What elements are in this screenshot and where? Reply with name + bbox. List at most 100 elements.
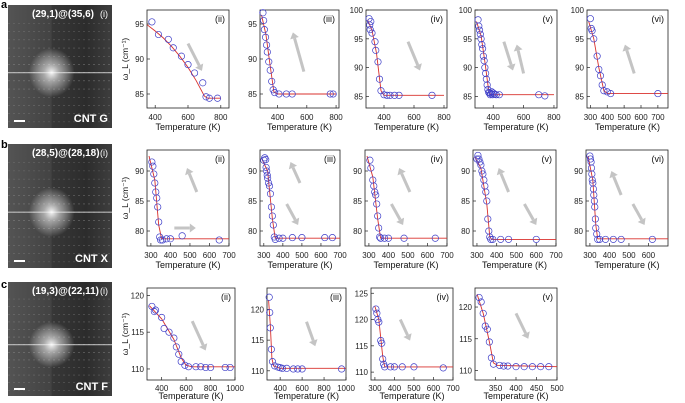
y-tick-label: 90	[461, 167, 470, 176]
data-point	[266, 66, 274, 74]
x-axis-label: Temperature (K)	[595, 122, 660, 132]
data-point	[374, 212, 382, 220]
x-tick-label: 400	[155, 384, 169, 393]
data-point	[482, 75, 490, 83]
data-point	[601, 235, 610, 243]
x-axis-label: Temperature (K)	[483, 122, 548, 132]
y-tick-label: 90	[354, 64, 363, 73]
y-tick-label: 120	[355, 316, 369, 325]
panel-label: (iv)	[437, 292, 450, 302]
fit-line	[261, 14, 337, 95]
y-tick-label: 95	[354, 35, 363, 44]
data-point	[398, 363, 406, 371]
x-tick-label: 800	[329, 113, 343, 122]
trend-arrow	[285, 203, 297, 221]
data-point	[268, 77, 276, 85]
scale-bar	[14, 120, 25, 122]
x-tick-label: 700	[222, 251, 236, 260]
data-point	[648, 235, 656, 243]
data-point	[165, 328, 173, 336]
trend-arrow	[291, 166, 302, 184]
x-axis-label: Temperature (K)	[267, 260, 332, 270]
data-point	[617, 235, 625, 243]
panel-label: (ii)	[215, 14, 225, 24]
trend-arrow	[305, 321, 315, 342]
x-axis-label: Temperature (K)	[158, 391, 223, 401]
chart-panel-a-ii: 400 600 800 85 90 95 (ii) Temperature (K) ω_L (c…	[120, 9, 230, 132]
data-point	[191, 69, 199, 77]
data-point	[282, 90, 290, 98]
trend-arrow-head	[496, 168, 506, 176]
data-point	[151, 179, 159, 187]
data-point	[264, 174, 272, 182]
y-tick-label: 85	[353, 197, 362, 206]
data-point	[202, 93, 210, 101]
cnt-name-label: CNT F	[76, 381, 109, 393]
y-tick-label: 80	[353, 227, 362, 236]
data-point	[199, 79, 207, 87]
data-point	[202, 363, 210, 372]
data-point	[505, 235, 513, 243]
y-tick-label: 85	[248, 197, 257, 206]
data-point	[148, 158, 156, 166]
data-point	[269, 221, 277, 229]
trend-arrow-head	[413, 63, 422, 71]
data-point	[226, 363, 234, 372]
data-point	[268, 212, 276, 220]
y-tick-label: 125	[355, 289, 369, 298]
plot-frame	[259, 149, 341, 247]
data-point	[181, 361, 189, 369]
microscope-image: (29,1)@(35,6) (i) CNT G	[8, 5, 112, 128]
x-axis-label: Temperature (K)	[483, 391, 548, 401]
plot-frame	[146, 149, 230, 247]
data-point	[263, 167, 271, 175]
y-tick-label: 85	[574, 197, 583, 206]
data-point	[376, 233, 384, 241]
x-axis-label: Temperature (K)	[155, 260, 220, 270]
data-point	[593, 52, 601, 60]
trend-arrow	[398, 318, 409, 336]
x-tick-label: 400	[601, 113, 615, 122]
x-tick-label: 400	[603, 251, 617, 260]
data-point	[587, 164, 596, 172]
data-point	[607, 90, 615, 98]
data-point	[475, 22, 483, 30]
chart-panel-c-v: 350 400 450 500 110 115 120 (v) Temperature (K)	[459, 287, 564, 401]
data-point	[386, 363, 395, 371]
data-point	[428, 91, 436, 99]
data-point	[368, 29, 376, 37]
x-tick-label: 300	[257, 251, 271, 260]
data-point	[366, 26, 374, 34]
data-point	[374, 58, 382, 66]
panel-label: (iii)	[330, 292, 342, 302]
x-tick-label: 800	[204, 384, 218, 393]
y-tick-label: 90	[248, 55, 257, 64]
y-axis-label: ω_L (cm⁻¹)	[120, 313, 130, 356]
x-tick-label: 600	[314, 251, 328, 260]
data-point	[329, 90, 337, 98]
data-point	[288, 90, 296, 98]
data-point	[205, 94, 213, 102]
x-tick-label: 600	[421, 251, 435, 260]
y-tick-label: 90	[248, 167, 257, 176]
data-point	[487, 354, 495, 362]
data-point	[381, 363, 389, 371]
x-tick-label: 600	[407, 113, 421, 122]
data-point	[213, 94, 222, 102]
y-tick-label: 85	[461, 197, 470, 206]
x-tick-label: 700	[651, 113, 665, 122]
data-point	[586, 155, 595, 163]
data-point	[197, 363, 205, 371]
x-tick-label: 600	[634, 113, 648, 122]
data-point	[589, 185, 597, 193]
x-tick-label: 1000	[337, 384, 355, 393]
plot-frame	[146, 9, 230, 109]
data-point	[215, 236, 223, 244]
x-tick-label: 400	[382, 251, 396, 260]
chart-panel-c-iii: 400 600 800 1000 110 115 120 (iii) Temperature (…	[251, 287, 355, 401]
trend-arrow	[499, 172, 510, 193]
data-point	[386, 91, 394, 99]
data-point	[366, 21, 374, 29]
x-tick-label: 700	[446, 384, 460, 393]
y-tick-label: 80	[135, 227, 144, 236]
